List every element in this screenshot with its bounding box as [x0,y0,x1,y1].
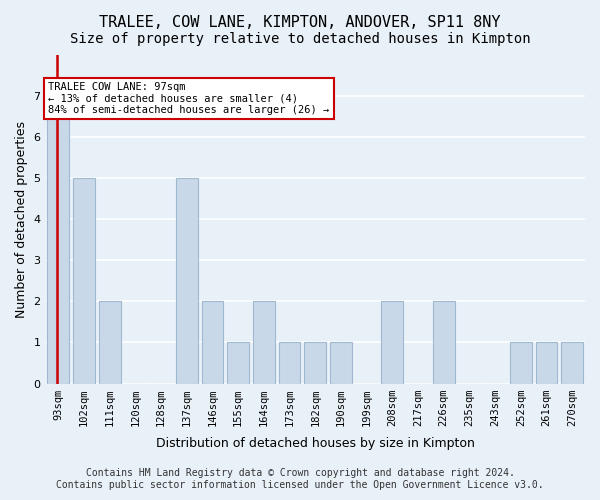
Text: TRALEE, COW LANE, KIMPTON, ANDOVER, SP11 8NY: TRALEE, COW LANE, KIMPTON, ANDOVER, SP11… [99,15,501,30]
Bar [202,302,223,384]
Bar [382,302,403,384]
Bar [304,342,326,384]
Bar [47,96,70,384]
Bar [510,342,532,384]
Bar [176,178,198,384]
Bar [278,342,301,384]
Bar [330,342,352,384]
Bar [536,342,557,384]
Bar [253,302,275,384]
Text: Contains HM Land Registry data © Crown copyright and database right 2024.
Contai: Contains HM Land Registry data © Crown c… [56,468,544,490]
Bar [73,178,95,384]
Text: Size of property relative to detached houses in Kimpton: Size of property relative to detached ho… [70,32,530,46]
Y-axis label: Number of detached properties: Number of detached properties [15,121,28,318]
Bar [227,342,249,384]
Text: TRALEE COW LANE: 97sqm
← 13% of detached houses are smaller (4)
84% of semi-deta: TRALEE COW LANE: 97sqm ← 13% of detached… [48,82,329,115]
X-axis label: Distribution of detached houses by size in Kimpton: Distribution of detached houses by size … [156,437,475,450]
Bar [99,302,121,384]
Bar [433,302,455,384]
Bar [561,342,583,384]
